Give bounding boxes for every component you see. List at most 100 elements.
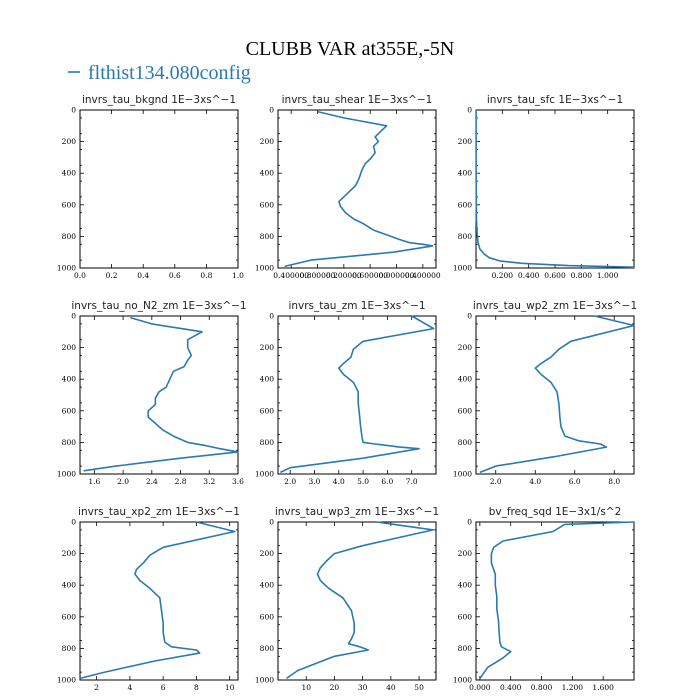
y-tick-label: 800 [458,438,473,447]
y-tick-label: 600 [458,406,473,415]
x-tick-label: 1.6 [88,477,100,486]
x-tick-label: 0.800 [571,271,593,280]
x-tick-label: 0.600 [544,271,566,280]
y-tick-label: 800 [260,438,275,447]
x-tick-label: 1.200 [562,683,584,692]
y-tick-label: 0 [467,312,472,321]
panel-title: invrs_tau_bkgnd 1E−3xs^−1 [82,94,236,106]
x-tick-label: 0.600000 [352,271,388,280]
plot-frame [475,109,635,269]
plot-frame [79,315,239,475]
y-tick-label: 0 [467,106,472,115]
x-tick-label: 2.0 [490,477,502,486]
y-tick-label: 1000 [57,264,76,273]
x-tick-label: 0.400 [518,271,540,280]
x-tick-label: 0.2 [106,271,118,280]
y-tick-label: 0 [269,312,274,321]
panel-title: invrs_tau_no_N2_zm 1E−3xs^−1 [71,300,246,312]
panel-title: bv_freq_sqd 1E−3x1/s^2 [489,506,622,518]
y-tick-label: 200 [62,549,77,558]
panel-7: invrs_tau_xp2_zm 1E−3xs^−10 200 400 600 800 1… [57,506,240,692]
y-tick-label: 200 [458,549,473,558]
y-tick-label: 400 [458,375,473,384]
panel-title: invrs_tau_sfc 1E−3xs^−1 [487,94,623,106]
y-tick-label: 600 [260,200,275,209]
panel-1: invrs_tau_bkgnd 1E−3xs^−1 0 200 400 600 800 10… [57,94,244,280]
x-tick-label: 4 [128,683,133,692]
x-tick-label: 6 [161,683,166,692]
y-tick-label: 800 [458,232,473,241]
x-tick-label: 0.0 [74,271,86,280]
x-tick-label: 10 [225,683,235,692]
plot-frame [277,109,437,269]
y-tick-label: 0 [71,312,76,321]
y-tick-label: 600 [458,200,473,209]
panel-title: invrs_tau_xp2_zm 1E−3xs^−1 [78,506,240,518]
x-tick-label: 0.400000 [273,271,309,280]
figure-title: CLUBB VAR at355E,-5N [246,38,455,60]
y-tick-label: 600 [62,612,77,621]
plot-frame [277,315,437,475]
y-tick-label: 1000 [57,470,76,479]
x-tick-label: 10 [301,683,311,692]
x-tick-label: 30 [358,683,368,692]
y-tick-label: 0 [269,106,274,115]
plot-frame [79,109,239,269]
legend-label: flthist134.080config [88,62,251,84]
y-tick-label: 0 [269,518,274,527]
x-tick-label: 0.6 [169,271,181,280]
x-tick-label: 2.8 [175,477,187,486]
plot-frame [277,521,437,681]
y-tick-label: 400 [260,581,275,590]
y-tick-label: 200 [260,137,275,146]
series-line [280,315,435,474]
x-tick-label: 4.0 [529,477,541,486]
x-tick-label: 20 [330,683,340,692]
x-tick-label: 3.2 [203,477,215,486]
series-line [83,316,239,472]
x-tick-label: 0.800 [531,683,553,692]
panel-title: invrs_tau_wp2_zm 1E−3xs^−1 [473,300,637,312]
y-tick-label: 400 [62,581,77,590]
y-tick-label: 600 [260,612,275,621]
y-tick-label: 400 [260,375,275,384]
panel-9: bv_freq_sqd 1E−3x1/s^2020040060080010000… [453,506,635,692]
y-tick-label: 200 [260,343,275,352]
y-tick-label: 800 [260,232,275,241]
y-tick-label: 1000 [453,676,472,685]
y-tick-label: 1000 [255,676,274,685]
x-tick-label: 8.0 [608,477,620,486]
y-tick-label: 1000 [453,470,472,479]
x-tick-label: 1.600 [592,683,614,692]
x-tick-label: 0.400 [500,683,522,692]
series-line [284,110,434,268]
x-tick-label: 0.400000 [405,271,441,280]
x-tick-label: 3.0 [308,477,320,486]
x-tick-label: 0.200000 [326,271,362,280]
y-tick-label: 600 [458,612,473,621]
y-tick-label: 800 [62,232,77,241]
panel-grid: invrs_tau_bkgnd 1E−3xs^−1020040060080010… [57,94,637,692]
y-tick-label: 200 [62,137,77,146]
y-tick-label: 600 [62,200,77,209]
panel-8: invrs_tau_wp3_zm 1E−3xs^−10 200 400 600 800 1… [255,506,439,692]
y-tick-label: 400 [458,169,473,178]
y-tick-label: 400 [260,169,275,178]
y-tick-label: 400 [62,375,77,384]
x-tick-label: 0.8 [200,271,212,280]
panel-6: invrs_tau_wp2_zm 1E−3xs^−10 200 400 600 800 1… [453,300,637,486]
x-tick-label: 1.0 [232,271,244,280]
plot-frame [79,521,239,681]
y-tick-label: 600 [62,406,77,415]
x-tick-label: 6.0 [381,477,393,486]
y-tick-label: 800 [62,438,77,447]
x-tick-label: 2.4 [146,477,158,486]
y-tick-label: 1000 [453,264,472,273]
y-tick-label: 200 [458,343,473,352]
panel-title: invrs_tau_zm 1E−3xs^−1 [288,300,425,312]
series-line [479,521,635,679]
y-tick-label: 400 [62,169,77,178]
x-tick-label: 1.000 [597,271,619,280]
series-line [286,521,435,680]
